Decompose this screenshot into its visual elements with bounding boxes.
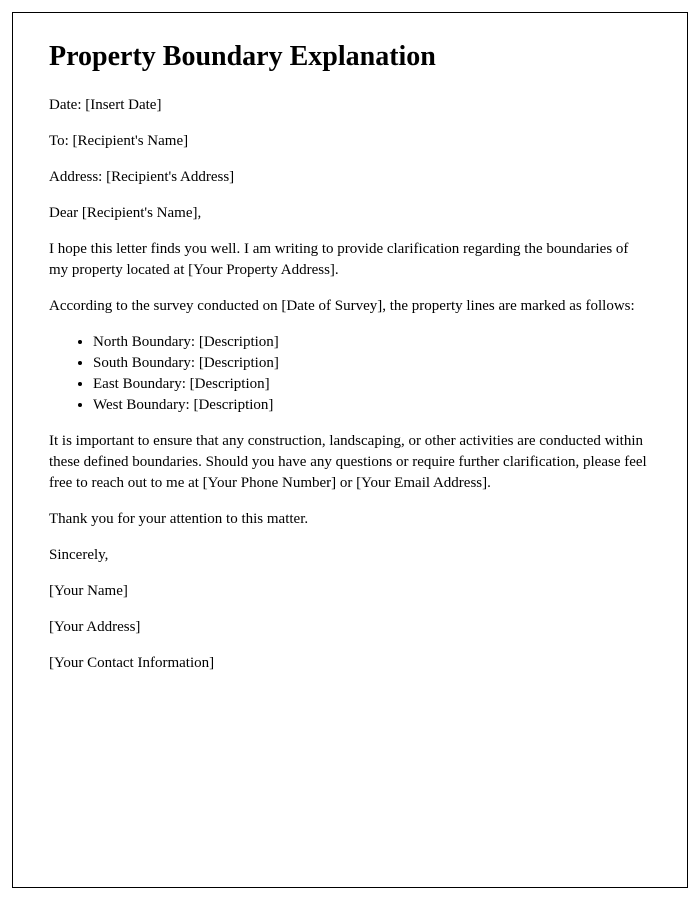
address-line: Address: [Recipient's Address] [49,167,651,188]
boundary-label: West Boundary: [93,397,193,413]
boundary-desc: [Description] [199,355,279,371]
list-item: West Boundary: [Description] [93,395,651,416]
sender-address: [Your Address] [49,617,651,638]
importance-paragraph: It is important to ensure that any const… [49,431,651,494]
boundary-desc: [Description] [190,376,270,392]
boundary-list: North Boundary: [Description] South Boun… [93,332,651,416]
date-line: Date: [Insert Date] [49,95,651,116]
letter-container: Property Boundary Explanation Date: [Ins… [12,12,688,888]
list-item: North Boundary: [Description] [93,332,651,353]
letter-title: Property Boundary Explanation [49,41,651,73]
thanks-paragraph: Thank you for your attention to this mat… [49,509,651,530]
intro-paragraph: I hope this letter finds you well. I am … [49,239,651,281]
boundary-desc: [Description] [199,334,279,350]
sender-name: [Your Name] [49,581,651,602]
list-item: South Boundary: [Description] [93,353,651,374]
to-line: To: [Recipient's Name] [49,131,651,152]
boundary-label: South Boundary: [93,355,199,371]
boundary-desc: [Description] [193,397,273,413]
salutation: Dear [Recipient's Name], [49,203,651,224]
closing: Sincerely, [49,545,651,566]
boundary-label: East Boundary: [93,376,190,392]
sender-contact: [Your Contact Information] [49,653,651,674]
boundary-label: North Boundary: [93,334,199,350]
list-item: East Boundary: [Description] [93,374,651,395]
survey-paragraph: According to the survey conducted on [Da… [49,296,651,317]
